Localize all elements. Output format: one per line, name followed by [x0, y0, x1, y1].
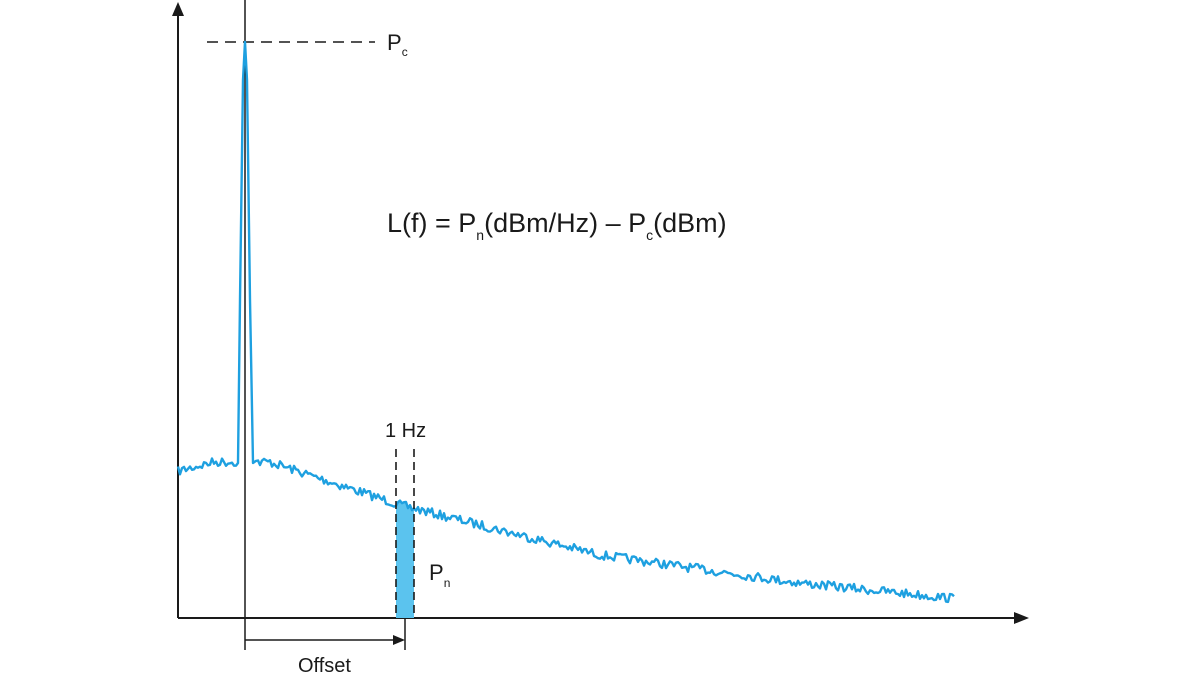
formula-lhs: L(f) = P	[387, 208, 476, 238]
offset-label: Offset	[298, 655, 351, 675]
carrier-power-symbol: P	[387, 30, 402, 55]
noise-power-subscript: n	[444, 576, 451, 590]
phase-noise-trace	[176, 40, 955, 604]
offset-arrowhead	[393, 635, 405, 645]
bandwidth-label: 1 Hz	[385, 420, 426, 442]
formula-pc-subscript: c	[646, 227, 653, 243]
carrier-power-label: Pc	[387, 30, 408, 59]
formula-pn-subscript: n	[476, 227, 484, 243]
formula-middle: (dBm/Hz) – P	[484, 208, 646, 238]
carrier-power-subscript: c	[402, 45, 408, 59]
phase-noise-formula: L(f) = Pn(dBm/Hz) – Pc(dBm)	[387, 208, 727, 243]
noise-power-label: Pn	[429, 560, 450, 590]
y-axis-arrowhead	[172, 2, 184, 16]
formula-rhs: (dBm)	[653, 208, 727, 238]
x-axis-arrowhead	[1014, 612, 1029, 624]
noise-power-symbol: P	[429, 560, 444, 585]
noise-band-1hz	[396, 500, 414, 618]
